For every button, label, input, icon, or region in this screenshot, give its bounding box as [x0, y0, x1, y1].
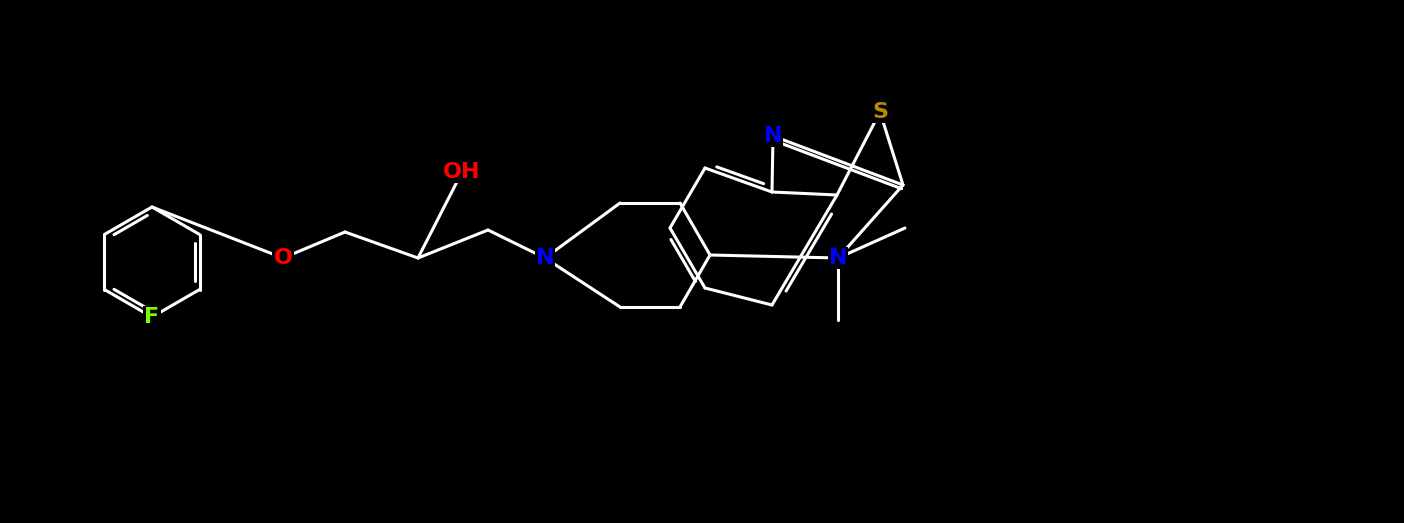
Text: N: N	[828, 248, 847, 268]
Text: N: N	[536, 248, 555, 268]
Text: OH: OH	[444, 162, 480, 182]
Text: S: S	[872, 102, 887, 122]
Text: N: N	[764, 126, 782, 146]
Text: F: F	[145, 307, 160, 327]
Text: O: O	[274, 248, 292, 268]
